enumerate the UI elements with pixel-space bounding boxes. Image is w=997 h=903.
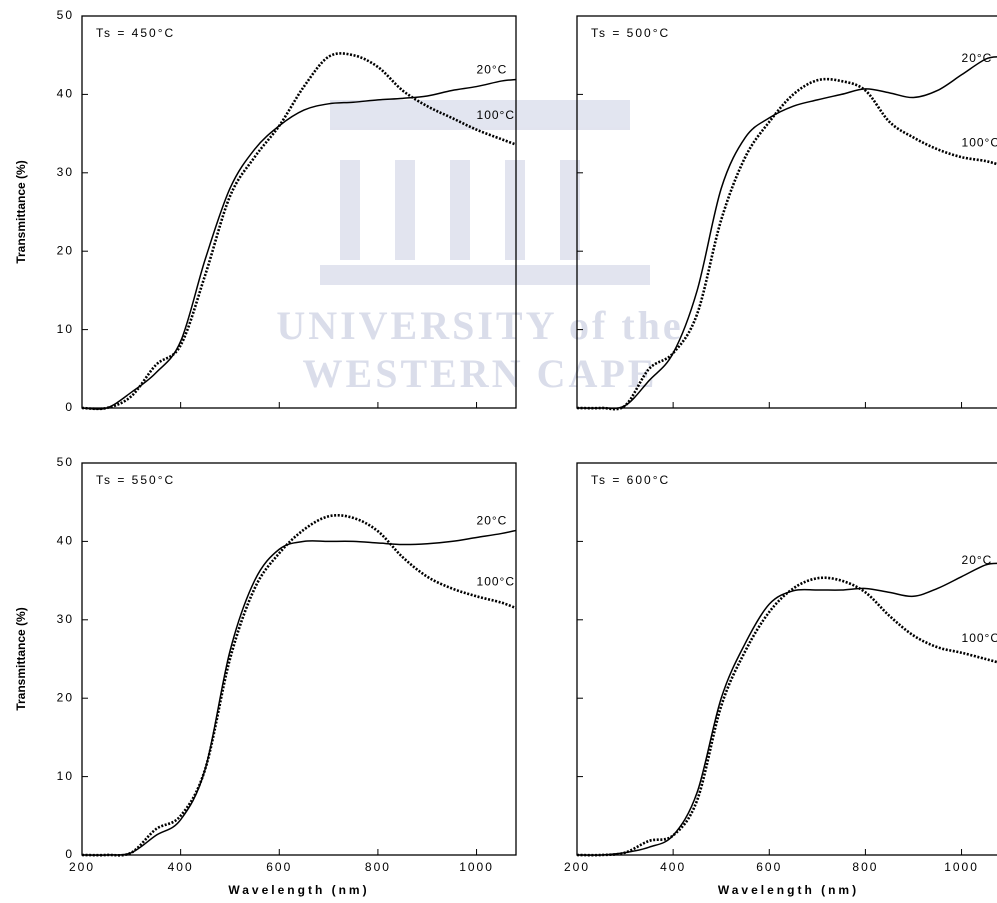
x-tick-label: 400: [168, 860, 194, 874]
x-axis-label: Wavelength (nm): [718, 883, 859, 897]
y-axis-label: Transmittance (%): [14, 607, 28, 710]
x-tick-label: 1000: [944, 860, 979, 874]
watermark-shape: [340, 160, 360, 260]
series-line: [576, 56, 997, 410]
plot-frame: [576, 15, 997, 409]
watermark-shape: [505, 160, 525, 260]
x-axis-label: Wavelength (nm): [228, 883, 369, 897]
watermark-shape: [560, 160, 580, 260]
y-tick-label: 20: [57, 243, 74, 257]
panel-annotation: Ts = 450°C: [96, 26, 175, 40]
watermark-shape: [450, 160, 470, 260]
series-label: 20°C: [477, 63, 508, 77]
panel-annotation: Ts = 500°C: [591, 26, 670, 40]
panel: 200 400 600 800 1000 Ts = 600°C Wavelength (nm…: [564, 462, 997, 897]
series-line: [81, 52, 517, 411]
panel-annotation: Ts = 600°C: [591, 473, 670, 487]
panel: 200 400 600 800 1000 0 10 20 30 40 50 Ts = 550°C Tra…: [14, 455, 517, 897]
x-tick-label: 200: [69, 860, 95, 874]
series-label: 20°C: [962, 553, 993, 567]
watermark-shape: [330, 100, 630, 130]
series-label: 100°C: [962, 135, 997, 149]
series-line: [81, 513, 517, 857]
watermark-text: WESTERN CAPE: [303, 351, 658, 396]
x-tick-label: 600: [756, 860, 782, 874]
y-tick-label: 10: [57, 769, 74, 783]
watermark: UNIVERSITY of the WESTERN CAPE: [276, 100, 683, 396]
x-tick-label: 800: [365, 860, 391, 874]
y-tick-label: 20: [57, 690, 74, 704]
y-tick-label: 50: [57, 8, 74, 22]
series-label: 100°C: [962, 631, 997, 645]
x-tick-label: 200: [564, 860, 590, 874]
y-tick-label: 40: [57, 87, 74, 101]
series-line: [81, 529, 517, 856]
panel-annotation: Ts = 550°C: [96, 473, 175, 487]
series-label: 20°C: [477, 514, 508, 528]
y-tick-label: 30: [57, 612, 74, 626]
x-tick-label: 800: [852, 860, 878, 874]
x-tick-label: 400: [660, 860, 686, 874]
series-label: 100°C: [477, 108, 515, 122]
series-line: [81, 78, 517, 410]
y-axis-label: Transmittance (%): [14, 160, 28, 263]
series-line: [576, 562, 997, 856]
y-tick-label: 0: [65, 847, 74, 861]
panel: Ts = 500°C 20°C 100°C: [576, 15, 997, 411]
plot-frame: [81, 15, 517, 409]
y-tick-label: 40: [57, 534, 74, 548]
watermark-shape: [395, 160, 415, 260]
panel: 0 10 20 30 40 50 Ts = 450°C Transmittance (%) 20…: [14, 8, 517, 414]
x-tick-label: 600: [266, 860, 292, 874]
y-tick-label: 10: [57, 322, 74, 336]
x-tick-label: 1000: [459, 860, 494, 874]
series-label: 20°C: [962, 51, 993, 65]
plot-frame: [81, 462, 517, 856]
plot-frame: [576, 462, 997, 856]
y-tick-label: 0: [65, 400, 74, 414]
watermark-shape: [320, 265, 650, 285]
y-tick-label: 30: [57, 165, 74, 179]
series-label: 100°C: [477, 574, 515, 588]
y-tick-label: 50: [57, 455, 74, 469]
watermark-text: UNIVERSITY of the: [276, 303, 683, 348]
series-line: [576, 576, 997, 857]
